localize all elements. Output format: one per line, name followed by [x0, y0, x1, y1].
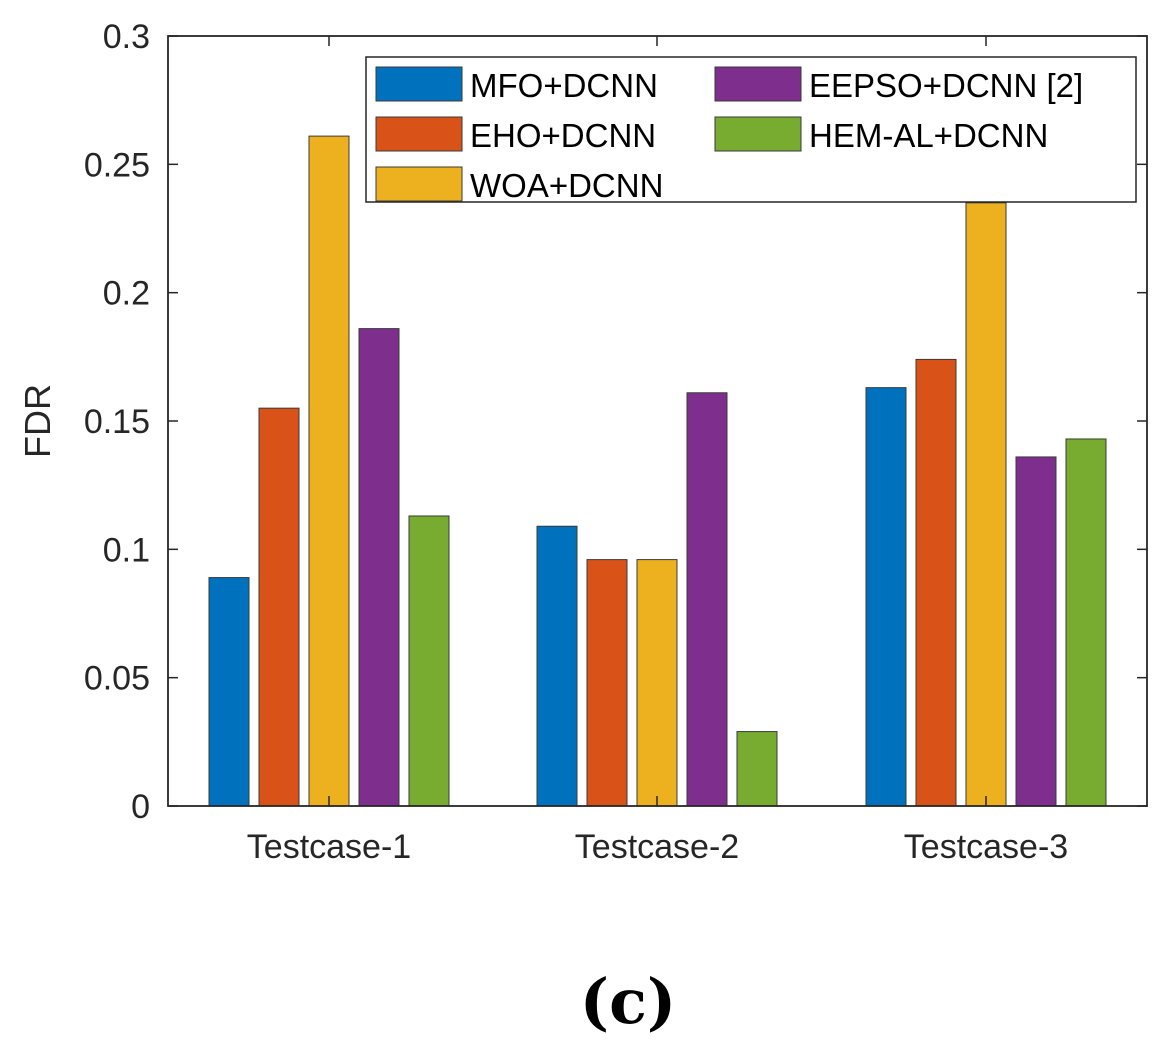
bar-eho-dcnn-2: [586, 559, 628, 807]
bar-hem-al-dcnn-2: [736, 731, 778, 807]
legend-swatch: [375, 116, 463, 152]
legend: MFO+DCNN EHO+DCNN WOA+DCNN EEPSO+DCNN [2] HE…: [365, 56, 1137, 204]
legend-entry: EHO+DCNN: [375, 116, 656, 154]
legend-label: EHO+DCNN: [470, 117, 656, 154]
bar-eepso-dcnn-2-2: [686, 392, 728, 807]
bar-eho-dcnn-1: [258, 407, 300, 807]
bar-mfo-dcnn-3: [865, 387, 907, 807]
y-tick-label: 0.1: [103, 531, 150, 569]
legend-label: WOA+DCNN: [470, 167, 663, 204]
y-tick-label: 0.05: [84, 660, 150, 698]
bar-eho-dcnn-3: [915, 358, 957, 807]
y-tick-label: 0.25: [84, 146, 150, 184]
x-tick-label: Testcase-1: [247, 828, 411, 866]
legend-entry: MFO+DCNN: [375, 66, 658, 104]
bar-mfo-dcnn-2: [536, 525, 578, 807]
y-axis: 0 0.05 0.1 0.15 0.2 0.25 0.3: [84, 18, 1147, 826]
legend-entry: HEM-AL+DCNN: [714, 116, 1048, 154]
y-tick-label: 0.15: [84, 403, 150, 441]
y-tick-label: 0.2: [103, 275, 150, 313]
legend-label: HEM-AL+DCNN: [809, 117, 1048, 154]
x-tick-label: Testcase-2: [575, 828, 739, 866]
y-axis-label: FDR: [17, 384, 58, 458]
bar-hem-al-dcnn-1: [408, 515, 450, 807]
y-tick-label: 0.3: [103, 18, 150, 56]
y-tick-label: 0: [131, 788, 150, 826]
legend-label: MFO+DCNN: [470, 67, 658, 104]
bar-eepso-dcnn-2-1: [358, 328, 400, 807]
bar-hem-al-dcnn-3: [1065, 438, 1107, 807]
legend-swatch: [714, 66, 802, 102]
legend-items: MFO+DCNN EHO+DCNN WOA+DCNN EEPSO+DCNN [2] HE…: [375, 66, 1083, 204]
figure-caption: (c): [580, 965, 676, 1038]
bar-mfo-dcnn-1: [208, 577, 250, 807]
legend-entry: WOA+DCNN: [375, 166, 663, 204]
legend-entry: EEPSO+DCNN [2]: [714, 66, 1083, 104]
x-axis: Testcase-1 Testcase-2 Testcase-3: [247, 36, 1068, 866]
bar-woa-dcnn-2: [636, 559, 678, 807]
bar-woa-dcnn-1: [308, 135, 350, 807]
x-tick-label: Testcase-3: [904, 828, 1068, 866]
legend-label: EEPSO+DCNN [2]: [809, 67, 1083, 104]
bars-layer: [208, 135, 1107, 807]
legend-swatch: [375, 166, 463, 202]
bar-woa-dcnn-3: [965, 202, 1007, 807]
legend-swatch: [375, 66, 463, 102]
bar-eepso-dcnn-2-3: [1015, 456, 1057, 807]
legend-swatch: [714, 116, 802, 152]
